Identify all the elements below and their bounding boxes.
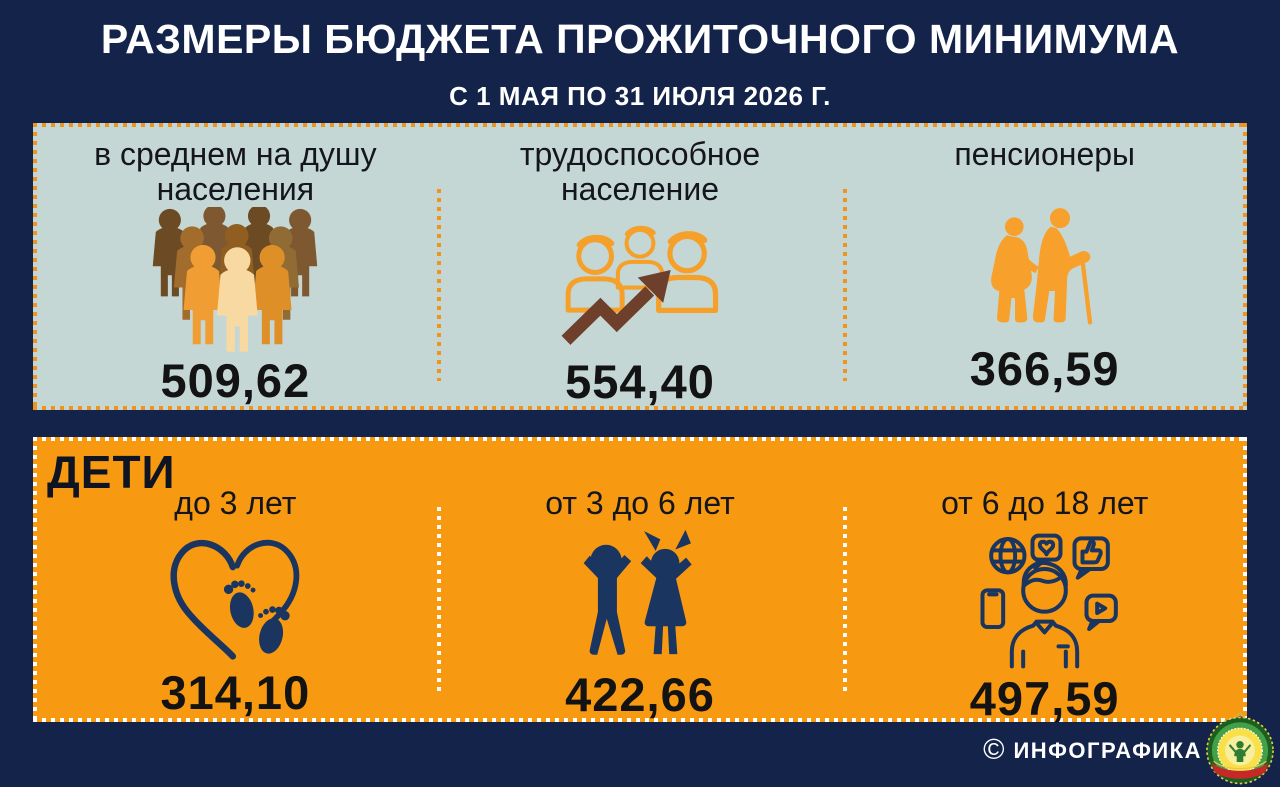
- value-3-to-6: 422,66: [565, 668, 715, 721]
- preschool-kids-icon: [583, 529, 692, 655]
- label-line-2: населения: [156, 171, 315, 207]
- children-panel-title: ДЕТИ: [47, 446, 176, 498]
- column-label: до 3 лет: [174, 485, 297, 521]
- column-label: пенсионеры: [954, 137, 1135, 201]
- column-label: от 6 до 18 лет: [941, 485, 1149, 521]
- column-label: трудоспособное население: [520, 137, 760, 207]
- teen-social-media-icon: [980, 533, 1119, 669]
- adults-panel: в среднем на душу населения: [33, 123, 1247, 410]
- value-working-age: 554,40: [565, 355, 715, 408]
- value-under-3: 314,10: [160, 666, 311, 719]
- infographic-credit: © ИНФОГРАФИКА: [983, 736, 1202, 765]
- column-6-to-18: от 6 до 18 лет: [842, 437, 1247, 726]
- dotted-divider: [437, 189, 441, 381]
- value-6-to-18: 497,59: [969, 672, 1120, 725]
- dotted-divider: [437, 507, 441, 695]
- population-crowd-icon: [153, 207, 318, 352]
- page-title: РАЗМЕРЫ БЮДЖЕТА ПРОЖИТОЧНОГО МИНИМУМА: [100, 16, 1180, 62]
- label-line-1: в среднем на душу: [94, 136, 377, 172]
- label-line-1: трудоспособное: [519, 136, 761, 172]
- column-label: в среднем на душу населения: [94, 137, 377, 207]
- column-pensioners: пенсионеры 366,59: [842, 123, 1247, 410]
- copyright-icon: ©: [983, 734, 1005, 766]
- value-pensioners: 366,59: [969, 342, 1120, 395]
- column-working-age: трудоспособное население: [438, 123, 843, 410]
- workers-growth-icon: [561, 207, 726, 345]
- label-line-2: население: [560, 171, 719, 207]
- ministry-emblem-logo: [1206, 711, 1274, 785]
- pensioners-icon: [990, 208, 1092, 325]
- dotted-divider: [843, 189, 847, 381]
- column-average-per-capita: в среднем на душу населения: [33, 123, 438, 410]
- value-average-per-capita: 509,62: [160, 354, 311, 407]
- dotted-divider: [843, 507, 847, 695]
- column-3-to-6: от 3 до 6 лет 422,66: [438, 437, 843, 722]
- page-subtitle: С 1 МАЯ ПО 31 ИЮЛЯ 2026 Г.: [449, 81, 831, 111]
- column-under-3: до 3 лет: [33, 437, 438, 722]
- baby-feet-heart-icon: [170, 539, 300, 660]
- label-line-1: пенсионеры: [954, 136, 1136, 172]
- credit-label: ИНФОГРАФИКА: [1013, 737, 1202, 763]
- children-panel: ДЕТИ до 3 лет: [33, 437, 1247, 726]
- column-label: от 3 до 6 лет: [545, 485, 735, 521]
